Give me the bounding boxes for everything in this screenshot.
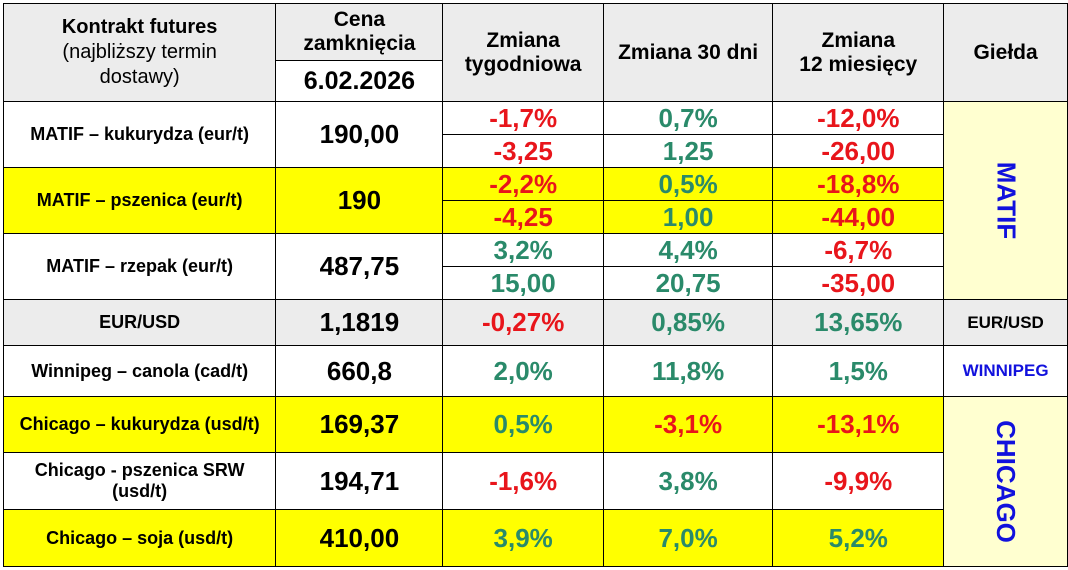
weekly-chicago-corn: 0,5% bbox=[442, 396, 604, 453]
row-price-chicago-corn: 169,37 bbox=[275, 396, 444, 453]
d30-pct-matif-corn: 0,7% bbox=[602, 101, 774, 135]
weekly-pct-matif-corn: -1,7% bbox=[442, 101, 604, 135]
row-name-chicago-corn: Chicago – kukurydza (usd/t) bbox=[2, 396, 277, 453]
d30-abs-matif-rapeseed: 20,75 bbox=[602, 266, 774, 300]
m12-chicago-corn: -13,1% bbox=[772, 396, 945, 453]
header-date: 6.02.2026 bbox=[275, 60, 444, 102]
header-price-line1: Cena bbox=[333, 8, 386, 31]
header-30days: Zmiana 30 dni bbox=[602, 3, 774, 102]
row-name-eurusd: EUR/USD bbox=[2, 299, 277, 346]
weekly-abs-matif-rapeseed: 15,00 bbox=[442, 266, 604, 300]
row-name-chicago-wheat-line1: Chicago - pszenica SRW bbox=[34, 460, 245, 480]
m12-abs-matif-corn: -26,00 bbox=[772, 134, 945, 168]
m12-pct-matif-rapeseed: -6,7% bbox=[772, 233, 945, 267]
header-price: Cena zamknięcia bbox=[275, 3, 444, 61]
d30-chicago-soy: 7,0% bbox=[602, 509, 774, 567]
row-price-matif-wheat: 190 bbox=[275, 167, 444, 234]
weekly-abs-matif-corn: -3,25 bbox=[442, 134, 604, 168]
row-name-matif-wheat: MATIF – pszenica (eur/t) bbox=[2, 167, 277, 234]
d30-abs-matif-corn: 1,25 bbox=[602, 134, 774, 168]
header-contract-sub2: dostawy) bbox=[99, 66, 180, 88]
row-price-winnipeg-canola: 660,8 bbox=[275, 345, 444, 397]
m12-pct-matif-corn: -12,0% bbox=[772, 101, 945, 135]
weekly-pct-matif-rapeseed: 3,2% bbox=[442, 233, 604, 267]
m12-chicago-wheat: -9,9% bbox=[772, 452, 945, 510]
header-exchange: Giełda bbox=[943, 3, 1068, 102]
m12-winnipeg-canola: 1,5% bbox=[772, 345, 945, 397]
exchange-matif-label: MATIF bbox=[991, 161, 1022, 240]
m12-abs-matif-wheat: -44,00 bbox=[772, 200, 945, 234]
d30-winnipeg-canola: 11,8% bbox=[602, 345, 774, 397]
weekly-eurusd: -0,27% bbox=[442, 299, 604, 346]
m12-eurusd: 13,65% bbox=[772, 299, 945, 346]
header-weekly-line1: Zmiana bbox=[486, 28, 560, 52]
weekly-pct-matif-wheat: -2,2% bbox=[442, 167, 604, 201]
exchange-chicago: CHICAGO bbox=[943, 396, 1068, 567]
m12-chicago-soy: 5,2% bbox=[772, 509, 945, 567]
d30-pct-matif-wheat: 0,5% bbox=[602, 167, 774, 201]
d30-chicago-corn: -3,1% bbox=[602, 396, 774, 453]
header-12months-line1: Zmiana bbox=[821, 28, 896, 52]
weekly-chicago-soy: 3,9% bbox=[442, 509, 604, 567]
row-name-chicago-wheat: Chicago - pszenica SRW (usd/t) bbox=[2, 452, 277, 510]
exchange-chicago-label: CHICAGO bbox=[991, 420, 1022, 543]
row-name-matif-corn: MATIF – kukurydza (eur/t) bbox=[2, 101, 277, 168]
row-name-chicago-wheat-line2: (usd/t) bbox=[112, 481, 168, 501]
exchange-winnipeg: WINNIPEG bbox=[943, 345, 1068, 397]
row-price-eurusd: 1,1819 bbox=[275, 299, 444, 346]
header-contract: Kontrakt futures (najbliższy termin dost… bbox=[2, 3, 277, 102]
d30-chicago-wheat: 3,8% bbox=[602, 452, 774, 510]
d30-abs-matif-wheat: 1,00 bbox=[602, 200, 774, 234]
header-12months: Zmiana 12 miesięcy bbox=[772, 3, 945, 102]
row-name-chicago-soy: Chicago – soja (usd/t) bbox=[2, 509, 277, 567]
header-weekly: Zmiana tygodniowa bbox=[442, 3, 604, 102]
header-price-line2: zamknięcia bbox=[303, 32, 416, 55]
m12-pct-matif-wheat: -18,8% bbox=[772, 167, 945, 201]
d30-pct-matif-rapeseed: 4,4% bbox=[602, 233, 774, 267]
row-price-chicago-soy: 410,00 bbox=[275, 509, 444, 567]
weekly-chicago-wheat: -1,6% bbox=[442, 452, 604, 510]
weekly-winnipeg-canola: 2,0% bbox=[442, 345, 604, 397]
header-contract-title: Kontrakt futures bbox=[61, 16, 218, 38]
header-contract-sub1: (najbliższy termin bbox=[62, 41, 217, 63]
exchange-matif: MATIF bbox=[943, 101, 1068, 300]
row-name-matif-rapeseed: MATIF – rzepak (eur/t) bbox=[2, 233, 277, 300]
row-price-matif-rapeseed: 487,75 bbox=[275, 233, 444, 300]
header-weekly-line2: tygodniowa bbox=[464, 52, 582, 76]
row-price-chicago-wheat: 194,71 bbox=[275, 452, 444, 510]
weekly-abs-matif-wheat: -4,25 bbox=[442, 200, 604, 234]
futures-table: Kontrakt futures (najbliższy termin dost… bbox=[2, 3, 1068, 567]
row-price-matif-corn: 190,00 bbox=[275, 101, 444, 168]
header-12months-line2: 12 miesięcy bbox=[799, 52, 918, 76]
exchange-eurusd: EUR/USD bbox=[943, 299, 1068, 346]
d30-eurusd: 0,85% bbox=[602, 299, 774, 346]
m12-abs-matif-rapeseed: -35,00 bbox=[772, 266, 945, 300]
row-name-winnipeg-canola: Winnipeg – canola (cad/t) bbox=[2, 345, 277, 397]
